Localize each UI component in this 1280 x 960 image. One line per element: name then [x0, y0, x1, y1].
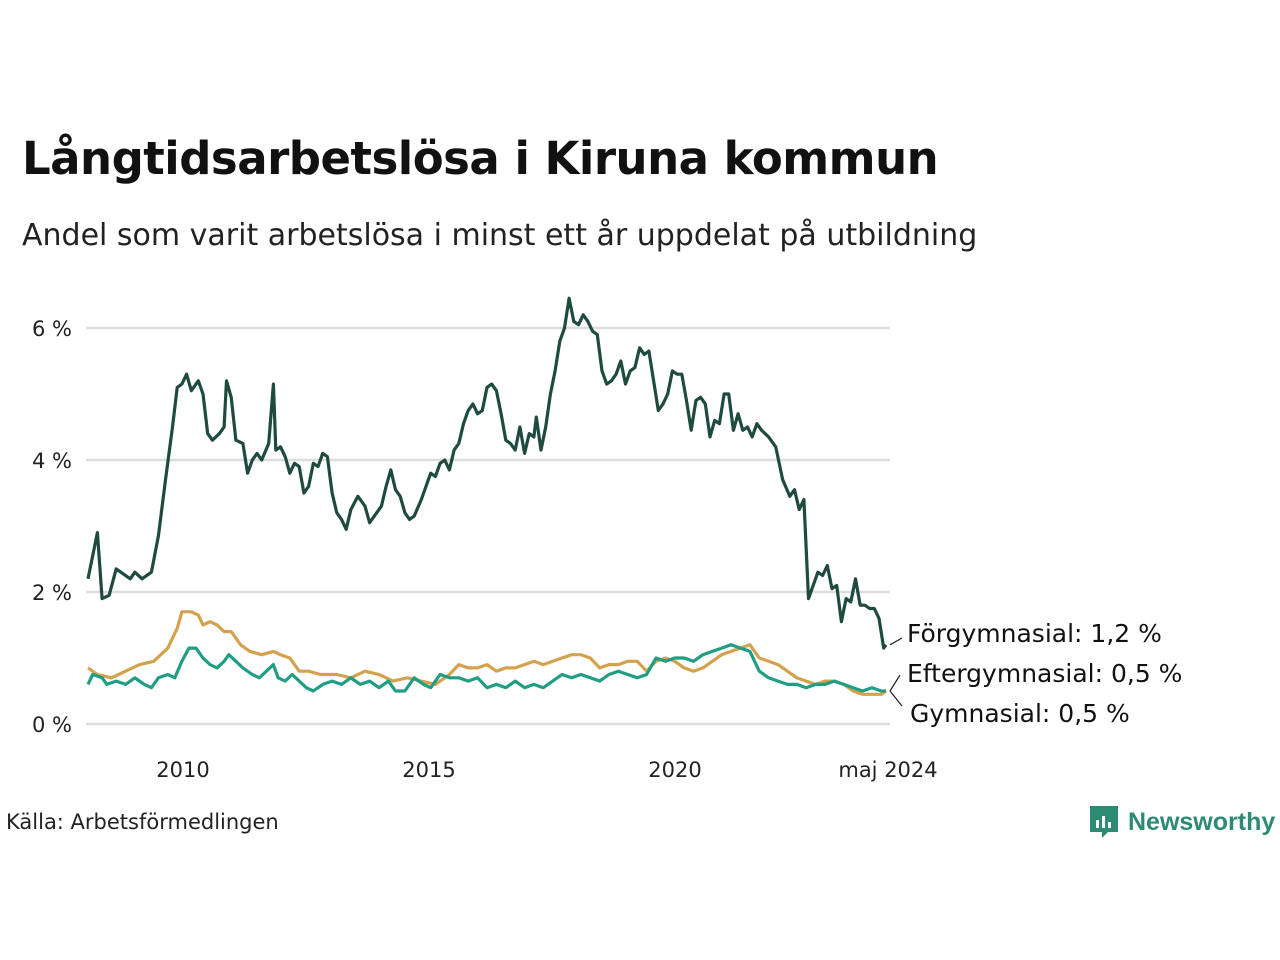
x-tick-label: 2015	[402, 758, 455, 782]
x-tick-label: 2010	[156, 758, 209, 782]
brand-logo[interactable]: Newsworthy	[1088, 804, 1275, 840]
y-tick-label: 2 %	[32, 581, 72, 605]
gridlines	[86, 326, 890, 726]
brand-name: Newsworthy	[1128, 807, 1276, 836]
y-tick-label: 6 %	[32, 317, 72, 341]
series-labels: Förgymnasial: 1,2 % Eftergymnasial: 0,5 %…	[889, 619, 1182, 728]
label-leader-line	[889, 674, 901, 692]
newsworthy-logo-icon	[1090, 806, 1118, 838]
series-label-gymnasial: Gymnasial: 0,5 %	[910, 699, 1130, 728]
chart-subtitle: Andel som varit arbetslösa i minst ett å…	[22, 218, 978, 253]
x-tick-label: 2020	[648, 758, 701, 782]
series-line-gymnasial	[86, 643, 886, 693]
label-leader-line	[889, 690, 903, 707]
series-label-eftergymnasial: Eftergymnasial: 0,5 %	[907, 659, 1182, 688]
label-leader-line	[889, 637, 903, 646]
series-line-förgymnasial	[86, 296, 888, 650]
series-lines	[86, 296, 888, 696]
y-tick-label: 4 %	[32, 449, 72, 473]
series-line-eftergymnasial	[87, 610, 887, 696]
y-tick-label: 0 %	[32, 713, 72, 737]
x-tick-label: maj 2024	[838, 758, 937, 782]
chart-title: Långtidsarbetslösa i Kiruna kommun	[22, 132, 939, 185]
y-axis-ticks: 0 % 2 % 4 % 6 %	[32, 317, 72, 737]
series-label-förgymnasial: Förgymnasial: 1,2 %	[907, 619, 1162, 648]
source-note: Källa: Arbetsförmedlingen	[6, 810, 279, 834]
x-axis-ticks: 2010 2015 2020 maj 2024	[156, 758, 937, 782]
